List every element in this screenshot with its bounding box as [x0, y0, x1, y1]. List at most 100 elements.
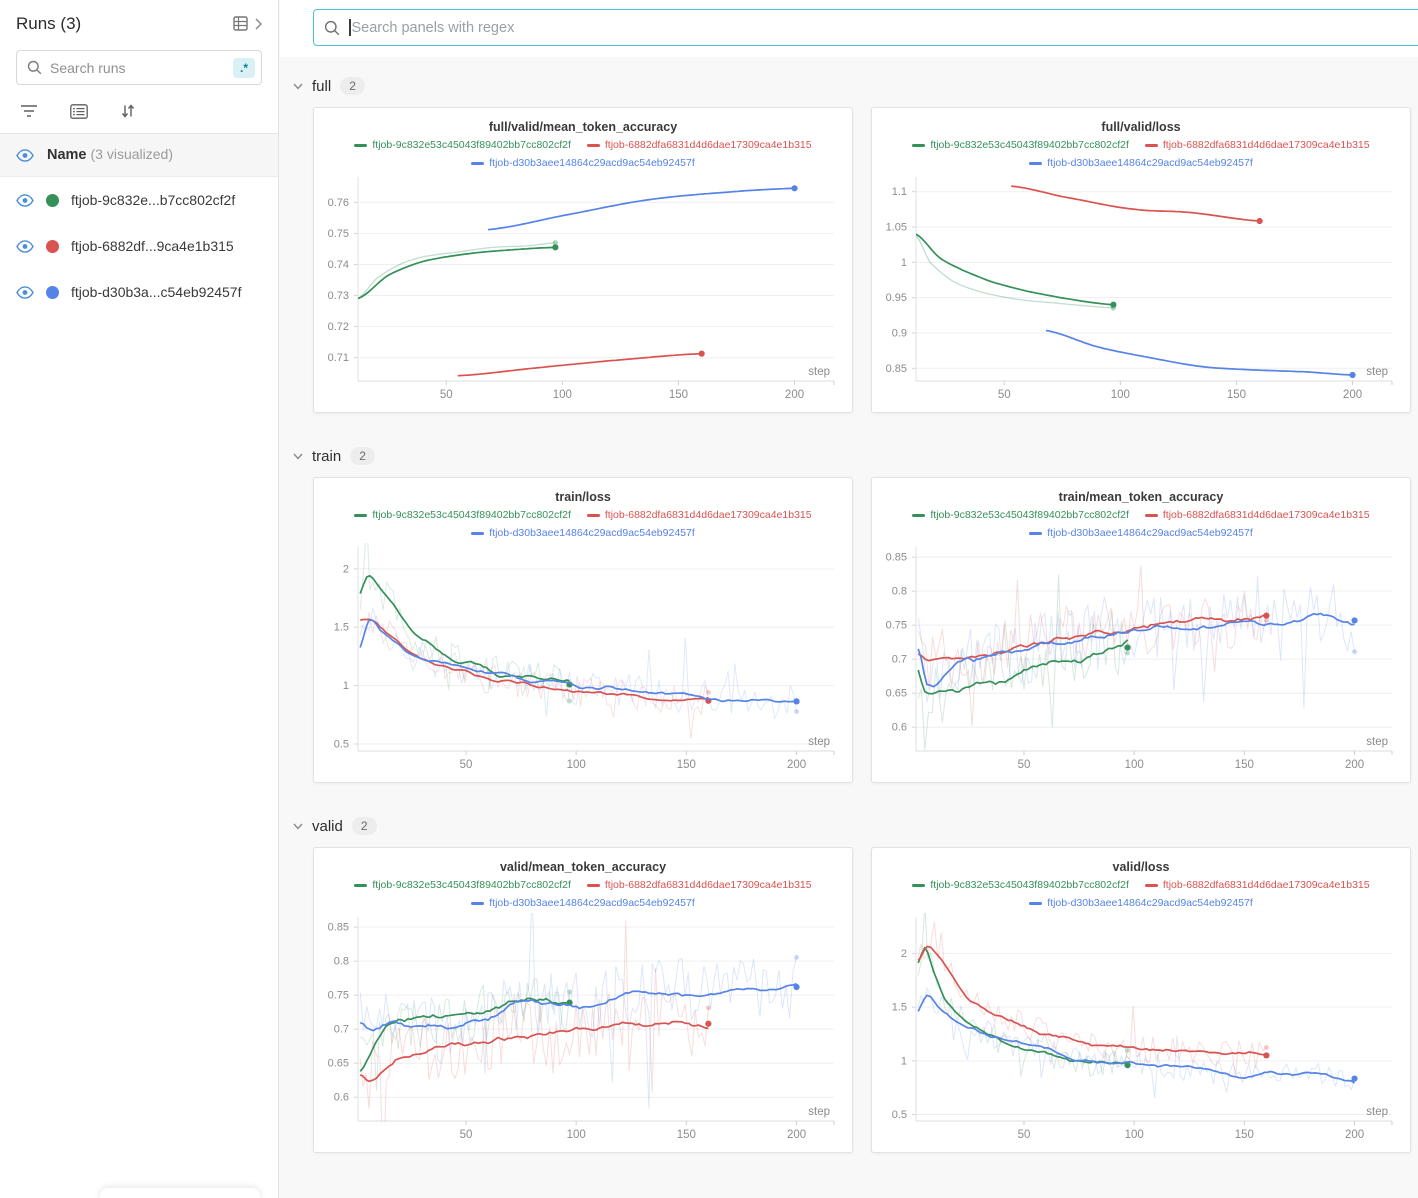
search-runs-placeholder: Search runs	[50, 59, 126, 76]
chart-canvas[interactable]: 0.71 0.72 0.73 0.74 0.75 0.76 50 100 150 200 step	[314, 173, 852, 411]
legend-run-id: ftjob-d30b3aee14864c29acd9ac54eb92457f	[489, 897, 695, 909]
legend-line-swatch	[354, 513, 368, 517]
regex-toggle-button[interactable]: .*	[232, 57, 255, 78]
chart-panel-train-mean-token-accuracy[interactable]: train/mean_token_accuracy ftjob-9c832e53c…	[871, 477, 1411, 783]
legend-item[interactable]: ftjob-d30b3aee14864c29acd9ac54eb92457f	[471, 157, 695, 169]
section-header-valid[interactable]: valid 2	[293, 813, 1418, 839]
chart-panel-full-valid-mean-token-accuracy[interactable]: full/valid/mean_token_accuracy ftjob-9c83…	[313, 107, 853, 413]
expand-runs-table-button[interactable]	[233, 15, 262, 33]
legend-line-swatch	[1144, 883, 1158, 887]
x-axis-label: step	[808, 1106, 830, 1118]
legend-line-swatch	[912, 883, 926, 887]
svg-text:0.75: 0.75	[328, 990, 349, 1002]
svg-text:200: 200	[1345, 759, 1364, 771]
section-header-train[interactable]: train 2	[293, 443, 1418, 469]
run-name: ftjob-6882df...9ca4e1b315	[71, 238, 234, 254]
chart-panel-train-loss[interactable]: train/loss ftjob-9c832e53c45043f89402bb7c…	[313, 477, 853, 783]
x-axis-label: step	[1366, 1106, 1388, 1118]
legend-item[interactable]: ftjob-6882dfa6831d4d6dae17309ca4e1b315	[1144, 509, 1370, 521]
legend-item[interactable]: ftjob-d30b3aee14864c29acd9ac54eb92457f	[471, 527, 695, 539]
svg-text:0.71: 0.71	[328, 352, 349, 364]
legend-line-swatch	[354, 883, 368, 887]
filter-icon[interactable]	[20, 104, 38, 118]
section-header-full[interactable]: full 2	[293, 73, 1418, 99]
search-icon	[324, 20, 340, 35]
legend-item[interactable]: ftjob-6882dfa6831d4d6dae17309ca4e1b315	[1144, 879, 1370, 891]
legend-item[interactable]: ftjob-d30b3aee14864c29acd9ac54eb92457f	[471, 897, 695, 909]
visibility-eye-icon[interactable]	[16, 148, 34, 162]
legend-run-id: ftjob-d30b3aee14864c29acd9ac54eb92457f	[489, 527, 695, 539]
legend-item[interactable]: ftjob-6882dfa6831d4d6dae17309ca4e1b315	[586, 879, 812, 891]
sort-icon[interactable]	[120, 103, 136, 119]
x-axis-label: step	[808, 366, 830, 378]
section-label: train	[312, 447, 342, 465]
svg-text:100: 100	[567, 759, 586, 771]
legend-item[interactable]: ftjob-9c832e53c45043f89402bb7cc802cf2f	[912, 879, 1129, 891]
legend-item[interactable]: ftjob-d30b3aee14864c29acd9ac54eb92457f	[1029, 897, 1253, 909]
run-row[interactable]: ftjob-6882df...9ca4e1b315	[0, 223, 278, 269]
legend-item[interactable]: ftjob-d30b3aee14864c29acd9ac54eb92457f	[1029, 157, 1253, 169]
search-panels-input[interactable]: Search panels with regex	[313, 9, 1418, 46]
chart-canvas[interactable]: 0.85 0.9 0.95 1 1.05 1.1 50 100 150 200 step	[872, 173, 1410, 411]
legend-run-id: ftjob-6882dfa6831d4d6dae17309ca4e1b315	[1162, 139, 1370, 151]
svg-text:0.85: 0.85	[886, 363, 907, 375]
svg-text:100: 100	[1111, 389, 1130, 401]
svg-text:1: 1	[343, 680, 349, 692]
svg-text:0.5: 0.5	[892, 1109, 907, 1121]
svg-text:50: 50	[998, 389, 1011, 401]
svg-text:100: 100	[567, 1129, 586, 1141]
panel-sections: full 2 full/valid/mean_token_accuracy ftj…	[280, 57, 1418, 1153]
legend-item[interactable]: ftjob-6882dfa6831d4d6dae17309ca4e1b315	[586, 139, 812, 151]
legend-run-id: ftjob-d30b3aee14864c29acd9ac54eb92457f	[489, 157, 695, 169]
chart-title: train/loss	[555, 490, 611, 504]
legend-item[interactable]: ftjob-9c832e53c45043f89402bb7cc802cf2f	[354, 509, 571, 521]
legend-line-swatch	[1029, 161, 1043, 165]
visibility-eye-icon[interactable]	[16, 239, 34, 253]
sidebar-divider	[0, 133, 278, 134]
svg-text:50: 50	[460, 759, 473, 771]
run-row[interactable]: ftjob-9c832e...b7cc802cf2f	[0, 177, 278, 223]
panel-section-full: full 2 full/valid/mean_token_accuracy ftj…	[293, 73, 1418, 413]
svg-text:0.6: 0.6	[334, 1092, 349, 1104]
chart-panel-valid-mean-token-accuracy[interactable]: valid/mean_token_accuracy ftjob-9c832e53c…	[313, 847, 853, 1153]
svg-text:0.95: 0.95	[886, 292, 907, 304]
legend-item[interactable]: ftjob-9c832e53c45043f89402bb7cc802cf2f	[912, 509, 1129, 521]
svg-text:0.65: 0.65	[886, 688, 907, 700]
x-axis-label: step	[1366, 736, 1388, 748]
legend-item[interactable]: ftjob-9c832e53c45043f89402bb7cc802cf2f	[354, 879, 571, 891]
chevron-down-icon	[293, 823, 303, 830]
svg-text:0.9: 0.9	[892, 327, 907, 339]
svg-text:0.85: 0.85	[886, 552, 907, 564]
legend-item[interactable]: ftjob-6882dfa6831d4d6dae17309ca4e1b315	[1144, 139, 1370, 151]
visualized-count: (3 visualized)	[90, 146, 173, 162]
visibility-eye-icon[interactable]	[16, 285, 34, 299]
legend-line-swatch	[354, 143, 368, 147]
legend-item[interactable]: ftjob-9c832e53c45043f89402bb7cc802cf2f	[354, 139, 571, 151]
group-list-icon[interactable]	[70, 103, 88, 119]
run-row[interactable]: ftjob-d30b3a...c54eb92457f	[0, 269, 278, 315]
legend-item[interactable]: ftjob-9c832e53c45043f89402bb7cc802cf2f	[912, 139, 1129, 151]
legend-line-swatch	[912, 143, 926, 147]
svg-text:0.76: 0.76	[328, 197, 349, 209]
svg-text:150: 150	[677, 1129, 696, 1141]
visibility-eye-icon[interactable]	[16, 193, 34, 207]
legend-line-swatch	[1144, 143, 1158, 147]
search-icon	[27, 60, 42, 75]
svg-text:150: 150	[1235, 759, 1254, 771]
legend-run-id: ftjob-6882dfa6831d4d6dae17309ca4e1b315	[604, 879, 812, 891]
svg-text:1.1: 1.1	[892, 186, 907, 198]
chart-panel-full-valid-loss[interactable]: full/valid/loss ftjob-9c832e53c45043f8940…	[871, 107, 1411, 413]
legend-item[interactable]: ftjob-6882dfa6831d4d6dae17309ca4e1b315	[586, 509, 812, 521]
legend-run-id: ftjob-9c832e53c45043f89402bb7cc802cf2f	[930, 139, 1129, 151]
chart-panel-valid-loss[interactable]: valid/loss ftjob-9c832e53c45043f89402bb7c…	[871, 847, 1411, 1153]
legend-line-swatch	[586, 143, 600, 147]
runs-table-header[interactable]: Name (3 visualized)	[0, 134, 278, 177]
legend-line-swatch	[586, 883, 600, 887]
search-runs-input[interactable]: Search runs .*	[16, 50, 262, 85]
runs-panel-title: Runs (3)	[16, 14, 82, 33]
legend-item[interactable]: ftjob-d30b3aee14864c29acd9ac54eb92457f	[1029, 527, 1253, 539]
